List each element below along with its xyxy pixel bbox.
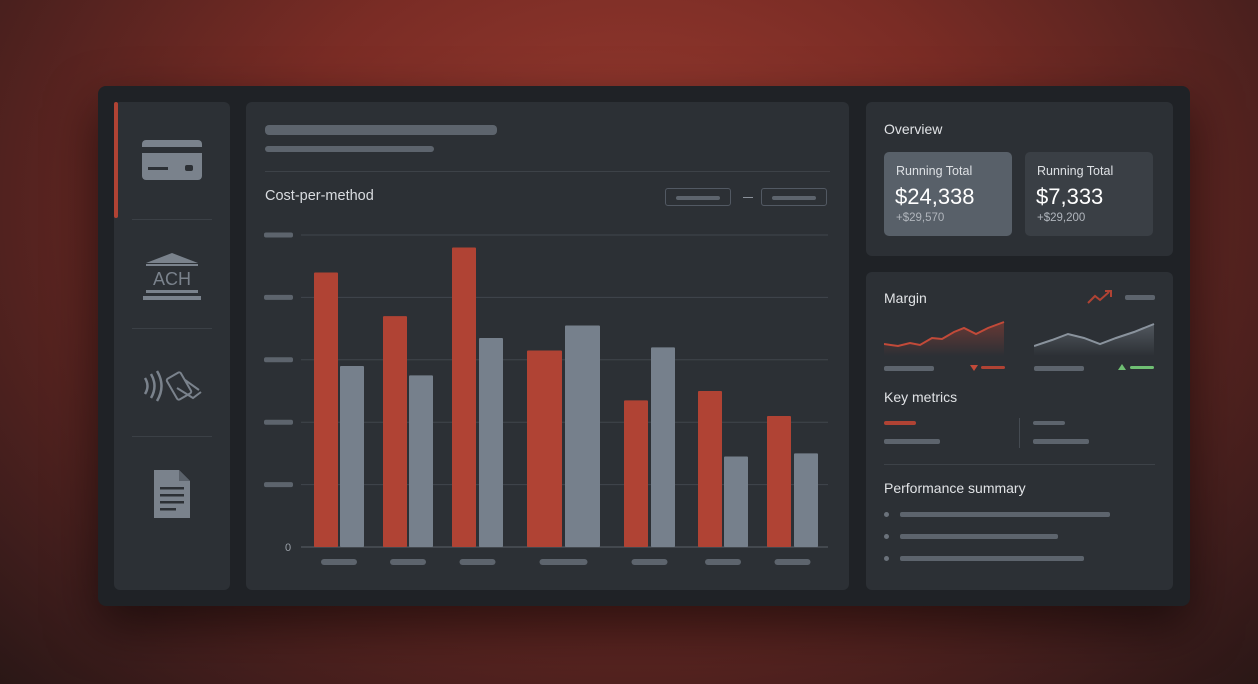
- bar-series-2[interactable]: [479, 337, 503, 547]
- bar-series-1[interactable]: [698, 391, 722, 547]
- bar-chart: 0: [264, 232, 828, 565]
- delta-placeholder: [1130, 366, 1154, 369]
- sidebar-item-contactless[interactable]: [114, 328, 230, 444]
- x-tick-label-placeholder: [459, 559, 496, 565]
- delta-placeholder: [981, 366, 1005, 369]
- margin-sparkline-red: [884, 321, 1005, 356]
- card-label: Running Total: [896, 164, 973, 178]
- y-tick-label-placeholder: [264, 232, 293, 238]
- sidebar-item-ach[interactable]: ACH: [114, 219, 230, 335]
- overview-panel: Overview Running Total $24,338 +$29,570 …: [866, 102, 1173, 256]
- metric-accent-placeholder: [1033, 421, 1065, 425]
- summary-line-placeholder: [900, 512, 1110, 517]
- sidebar-item-invoice[interactable]: [114, 436, 230, 552]
- sparkline-label-placeholder: [884, 366, 934, 371]
- overview-title: Overview: [884, 121, 943, 137]
- metric-value-placeholder: [1033, 439, 1089, 444]
- list-bullet: [884, 534, 889, 539]
- header-title-placeholder: [265, 125, 497, 135]
- down-arrow-icon: [970, 365, 978, 371]
- y-tick-label-placeholder: [264, 294, 293, 300]
- sidebar: ACH: [114, 102, 230, 590]
- metric-accent-placeholder: [884, 421, 916, 425]
- contactless-payment-icon: [143, 370, 202, 402]
- credit-card-icon: [142, 140, 202, 180]
- legend-placeholder: [1125, 295, 1155, 300]
- y-tick-label-placeholder: [264, 357, 293, 363]
- running-total-card[interactable]: Running Total $24,338 +$29,570: [884, 152, 1012, 236]
- card-value: $7,333: [1036, 184, 1104, 209]
- up-arrow-icon: [1118, 364, 1126, 370]
- card-delta: +$29,200: [1037, 212, 1086, 224]
- margin-title: Margin: [884, 290, 927, 306]
- header-divider: [265, 171, 830, 172]
- sparkline-label-placeholder: [1034, 366, 1084, 371]
- metric-value-placeholder: [884, 439, 940, 444]
- summary-line-placeholder: [900, 556, 1084, 561]
- margin-sparkline-gray: [1034, 323, 1155, 356]
- trend-up-icon: [1087, 290, 1112, 304]
- bar-series-2[interactable]: [565, 325, 600, 547]
- x-tick-label-placeholder: [705, 559, 741, 565]
- sidebar-divider: [132, 219, 212, 220]
- section-divider: [884, 464, 1155, 465]
- bar-series-2[interactable]: [794, 453, 818, 547]
- bar-series-2[interactable]: [651, 347, 675, 547]
- performance-summary-title: Performance summary: [884, 480, 1026, 496]
- ach-label: ACH: [153, 269, 191, 289]
- y-tick-label-placeholder: [264, 482, 293, 488]
- bar-series-1[interactable]: [452, 247, 476, 548]
- key-metrics-title: Key metrics: [884, 389, 958, 405]
- y-axis-zero-label: 0: [285, 542, 291, 554]
- bar-series-2[interactable]: [724, 456, 748, 547]
- bar-series-1[interactable]: [624, 400, 648, 547]
- ach-bank-icon: ACH: [143, 253, 201, 300]
- x-tick-label-placeholder: [631, 559, 668, 565]
- date-range-end[interactable]: [761, 188, 827, 206]
- sidebar-divider: [132, 328, 212, 329]
- x-tick-label-placeholder: [321, 559, 357, 565]
- x-tick-label-placeholder: [539, 559, 588, 565]
- summary-line-placeholder: [900, 534, 1058, 539]
- running-total-card[interactable]: Running Total $7,333 +$29,200: [1025, 152, 1153, 236]
- margin-panel: Margin: [866, 272, 1173, 590]
- dashboard-window: ACH: [98, 86, 1190, 606]
- card-value: $24,338: [895, 184, 975, 209]
- bar-series-1[interactable]: [527, 350, 562, 547]
- date-range-start[interactable]: [665, 188, 731, 206]
- bar-series-2[interactable]: [409, 375, 433, 547]
- chart-title: Cost-per-method: [265, 188, 374, 204]
- invoice-document-icon: [154, 470, 190, 518]
- bar-series-2[interactable]: [340, 366, 364, 547]
- metric-divider: [1019, 418, 1020, 448]
- x-tick-label-placeholder: [390, 559, 426, 565]
- card-label: Running Total: [1037, 164, 1114, 178]
- range-separator: [743, 197, 753, 198]
- bar-series-1[interactable]: [383, 316, 407, 547]
- y-tick-label-placeholder: [264, 419, 293, 425]
- sidebar-divider: [132, 436, 212, 437]
- header-subtitle-placeholder: [265, 146, 434, 152]
- list-bullet: [884, 512, 889, 517]
- bar-series-1[interactable]: [767, 415, 791, 547]
- chart-panel: Cost-per-method 0: [246, 102, 849, 590]
- sidebar-item-card[interactable]: [114, 102, 230, 218]
- card-delta: +$29,570: [896, 212, 945, 224]
- list-bullet: [884, 556, 889, 561]
- x-tick-label-placeholder: [774, 559, 811, 565]
- bar-series-1[interactable]: [314, 272, 338, 547]
